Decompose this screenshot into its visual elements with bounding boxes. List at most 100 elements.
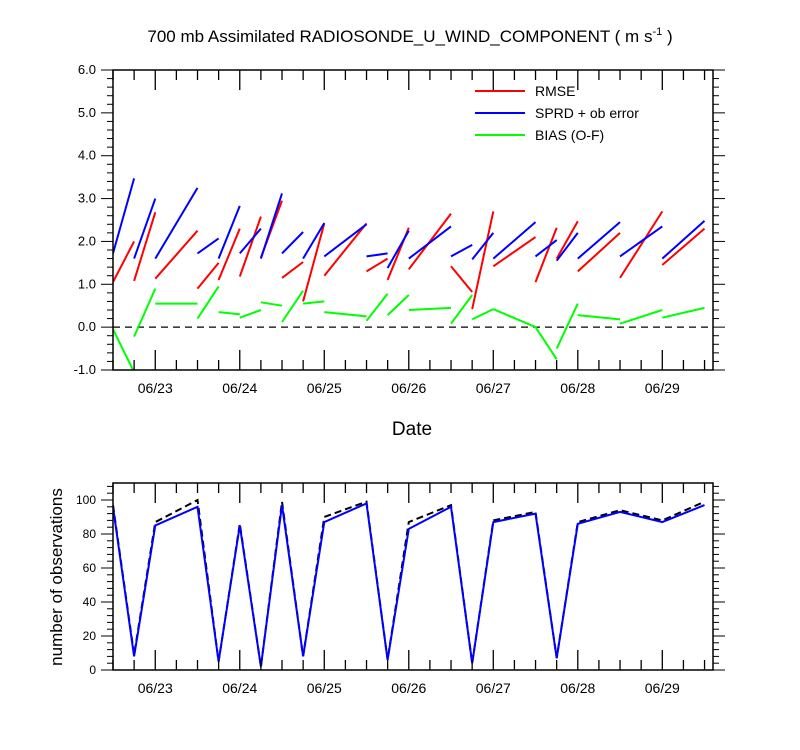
series-rmse-line: [471, 211, 495, 310]
series-rmse-line: [661, 227, 706, 266]
series-rmse-line: [619, 210, 664, 279]
bottom-chart: number of observations 0 20 40 60 80 100 06/23…: [47, 482, 725, 696]
x-tick-label: 06/28: [560, 380, 595, 396]
series-sprd-ob-error-line: [386, 230, 410, 269]
legend-label: SPRD + ob error: [535, 105, 639, 121]
x-tick-label: 06/27: [476, 680, 511, 696]
series-sprd-ob-error-line: [577, 221, 621, 260]
x-tick-label: 06/28: [560, 680, 595, 696]
series-sprd-ob-error-line: [619, 225, 663, 258]
series-rmse-line: [577, 232, 621, 273]
plot-area: [113, 498, 705, 667]
series-rmse-line: [196, 262, 220, 290]
series-rmse-line: [302, 223, 326, 302]
series-bias-o-f-line: [662, 306, 705, 319]
chart-title: 700 mb Assimilated RADIOSONDE_U_WIND_COM…: [147, 26, 672, 46]
series-rmse-line: [217, 228, 241, 281]
legend-label: RMSE: [535, 83, 575, 99]
series-bias-o-f-line: [471, 308, 494, 321]
y-tick-label: -1.0: [74, 362, 96, 377]
legend-label: BIAS (O-F): [535, 127, 604, 143]
y-axis-label: number of observations: [47, 488, 66, 666]
y-tick-label: 6.0: [78, 62, 96, 77]
series-rmse-line: [133, 212, 157, 282]
series-bias-o-f-line: [239, 309, 262, 319]
series-bias-o-f-line: [281, 290, 304, 323]
series-rmse-line: [555, 220, 579, 260]
series-sprd-ob-error-line: [492, 221, 537, 260]
series-bias-o-f-line: [133, 288, 157, 338]
y-tick-label: 3.0: [78, 191, 96, 206]
series-sprd-ob-error-line: [239, 227, 262, 255]
series-rmse-line: [492, 236, 537, 268]
y-tick-label: 60: [83, 561, 97, 575]
y-tick-label: 2.0: [78, 233, 96, 248]
series-bias-o-f-line: [196, 285, 220, 320]
series-possible-line: [113, 498, 705, 667]
series-bias-o-f-line: [386, 294, 410, 316]
x-tick-label: 06/27: [476, 380, 511, 396]
series-sprd-ob-error-line: [154, 187, 199, 260]
x-tick-label: 06/25: [307, 680, 342, 696]
y-tick-label: 1.0: [78, 276, 96, 291]
legend: RMSE SPRD + ob error BIAS (O-F): [475, 83, 639, 143]
series-bias-o-f-line: [450, 294, 474, 325]
y-tick-label: 0.0: [78, 319, 96, 334]
x-tick-label: 06/24: [222, 380, 257, 396]
series-bias-o-f-line: [492, 308, 558, 360]
x-tick-label: 06/23: [138, 680, 173, 696]
x-tick-label: 06/26: [391, 680, 426, 696]
x-tick-label: 06/26: [391, 380, 426, 396]
series-sprd-ob-error-line: [133, 198, 157, 259]
plot-frame: [112, 482, 714, 671]
x-tick-label: 06/29: [645, 680, 680, 696]
series-rmse-line: [323, 222, 368, 277]
series-sprd-ob-error-line: [471, 232, 495, 261]
series-sprd-ob-error-line: [113, 178, 136, 254]
x-axis-label: Date: [392, 419, 432, 440]
series-sprd-ob-error-line: [366, 252, 388, 258]
series-bias-o-f-line: [324, 311, 367, 318]
series-rmse-line: [365, 257, 389, 273]
plot-frame: [112, 69, 714, 371]
series-assimilated-line: [113, 501, 705, 667]
series-sprd-ob-error-line: [555, 232, 579, 262]
series-sprd-ob-error-line: [196, 237, 220, 255]
plot-area: [113, 178, 706, 370]
series-bias-o-f-line: [619, 309, 663, 325]
x-tick-label: 06/29: [645, 380, 680, 396]
series-sprd-ob-error-line: [408, 225, 452, 260]
series-rmse-line: [534, 227, 558, 283]
x-tick-label: 06/25: [307, 380, 342, 396]
series-sprd-ob-error-line: [302, 222, 326, 260]
y-tick-label: 40: [83, 595, 97, 609]
y-tick-label: 100: [76, 493, 96, 507]
series-sprd-ob-error-line: [323, 223, 368, 258]
y-tick-label: 5.0: [78, 105, 96, 120]
series-sprd-ob-error-line: [259, 193, 283, 259]
series-bias-o-f-line: [555, 303, 579, 350]
series-sprd-ob-error-line: [217, 205, 241, 259]
series-rmse-line: [450, 265, 473, 293]
series-rmse-line: [154, 230, 199, 280]
x-tick-label: 06/24: [222, 680, 257, 696]
series-bias-o-f-line: [365, 293, 389, 322]
y-tick-label: 80: [83, 527, 97, 541]
series-bias-o-f-line: [302, 300, 325, 305]
series-sprd-ob-error-line: [450, 244, 473, 258]
series-sprd-ob-error-line: [661, 220, 706, 260]
series-sprd-ob-error-line: [534, 239, 558, 258]
top-chart: 700 mb Assimilated RADIOSONDE_U_WIND_COM…: [74, 26, 725, 440]
y-tick-label: 20: [83, 629, 97, 643]
y-tick-label: 0: [89, 663, 96, 677]
series-rmse-line: [113, 240, 135, 283]
series-bias-o-f-line: [408, 306, 452, 311]
series-rmse-line: [238, 216, 262, 277]
series-bias-o-f-line: [577, 314, 621, 321]
series-bias-o-f-line: [218, 311, 240, 316]
series-sprd-ob-error-line: [281, 231, 304, 255]
series-rmse-line: [281, 261, 304, 279]
x-tick-label: 06/23: [138, 380, 173, 396]
series-bias-o-f-line: [260, 301, 283, 307]
